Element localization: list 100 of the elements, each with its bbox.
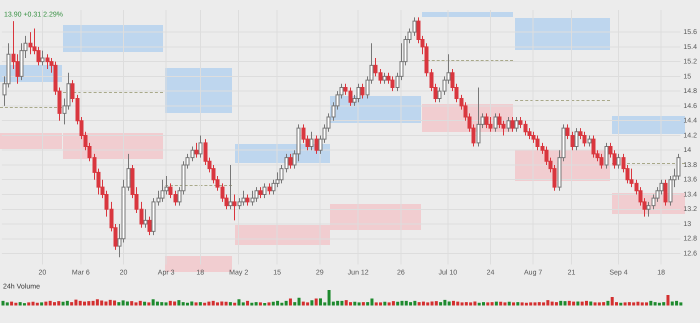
bar — [392, 301, 395, 306]
bar — [280, 302, 284, 306]
bar — [130, 301, 134, 306]
bar — [434, 301, 438, 306]
bar — [314, 298, 318, 306]
bar — [418, 302, 421, 306]
bar — [228, 302, 232, 306]
bar — [288, 298, 292, 306]
bar — [57, 301, 60, 306]
bar — [679, 302, 682, 306]
bar — [66, 300, 69, 306]
bar — [572, 302, 576, 306]
bar — [460, 302, 464, 306]
bar — [336, 300, 340, 306]
bar — [662, 302, 666, 306]
bar — [48, 300, 52, 306]
bar — [233, 302, 236, 306]
bar — [220, 301, 224, 306]
bar — [14, 302, 18, 306]
bar — [422, 302, 425, 306]
bar — [242, 302, 245, 306]
bar — [10, 302, 14, 306]
bar — [529, 302, 532, 306]
bar — [108, 300, 112, 306]
bar — [666, 294, 670, 306]
bar — [328, 290, 331, 306]
bar — [619, 302, 622, 306]
bar — [276, 300, 280, 306]
bar — [512, 302, 516, 306]
bar — [409, 302, 412, 306]
bar — [6, 302, 9, 306]
bar — [503, 302, 506, 306]
bar — [70, 302, 74, 306]
bar — [594, 302, 597, 306]
bar — [443, 300, 446, 306]
bar — [576, 301, 580, 306]
bar — [388, 302, 391, 306]
bar — [160, 302, 164, 306]
bar — [456, 302, 460, 306]
bar — [362, 302, 365, 306]
bar — [413, 300, 416, 306]
bar — [267, 302, 270, 306]
bar — [584, 300, 588, 306]
bar — [478, 302, 481, 306]
bar — [568, 300, 571, 306]
bar — [554, 302, 558, 306]
bar — [538, 302, 541, 306]
bar — [250, 302, 254, 306]
bar — [152, 299, 155, 306]
bar — [486, 302, 490, 306]
bar — [293, 302, 296, 306]
bar — [520, 302, 524, 306]
bar — [374, 302, 378, 306]
bar — [87, 301, 90, 306]
bar — [272, 302, 275, 306]
bar — [254, 302, 258, 306]
bar — [302, 302, 305, 306]
bar — [632, 302, 636, 306]
bar — [542, 302, 546, 306]
bar — [40, 302, 44, 306]
bar — [143, 302, 146, 306]
bar — [508, 302, 511, 306]
bar — [156, 302, 159, 306]
bar — [464, 302, 468, 306]
bar — [203, 302, 206, 306]
bar — [117, 302, 120, 306]
bar — [439, 302, 442, 306]
bar — [113, 300, 116, 306]
bar — [404, 300, 408, 306]
bar — [580, 302, 584, 306]
bar — [658, 302, 661, 306]
bar — [147, 302, 150, 306]
bar — [610, 296, 614, 306]
bar — [126, 301, 129, 306]
bar — [602, 302, 606, 306]
bar — [383, 302, 386, 306]
bar — [100, 300, 104, 306]
bar — [194, 302, 198, 306]
bar — [36, 302, 39, 306]
bar — [74, 300, 78, 306]
bar — [426, 302, 430, 306]
bar — [168, 300, 172, 306]
bar — [370, 298, 374, 306]
bar — [96, 299, 99, 306]
bar — [550, 302, 554, 306]
bar — [448, 301, 451, 306]
bar — [306, 302, 310, 306]
bar — [182, 302, 185, 306]
bar — [340, 300, 344, 306]
bar — [212, 300, 215, 306]
bar — [190, 301, 194, 306]
bar — [44, 302, 48, 306]
bar — [358, 302, 361, 306]
bar — [494, 302, 498, 306]
bar — [92, 300, 95, 306]
bar — [624, 302, 627, 306]
bar — [224, 302, 228, 306]
bar — [344, 300, 348, 306]
bar — [546, 300, 550, 306]
bar — [675, 300, 678, 306]
